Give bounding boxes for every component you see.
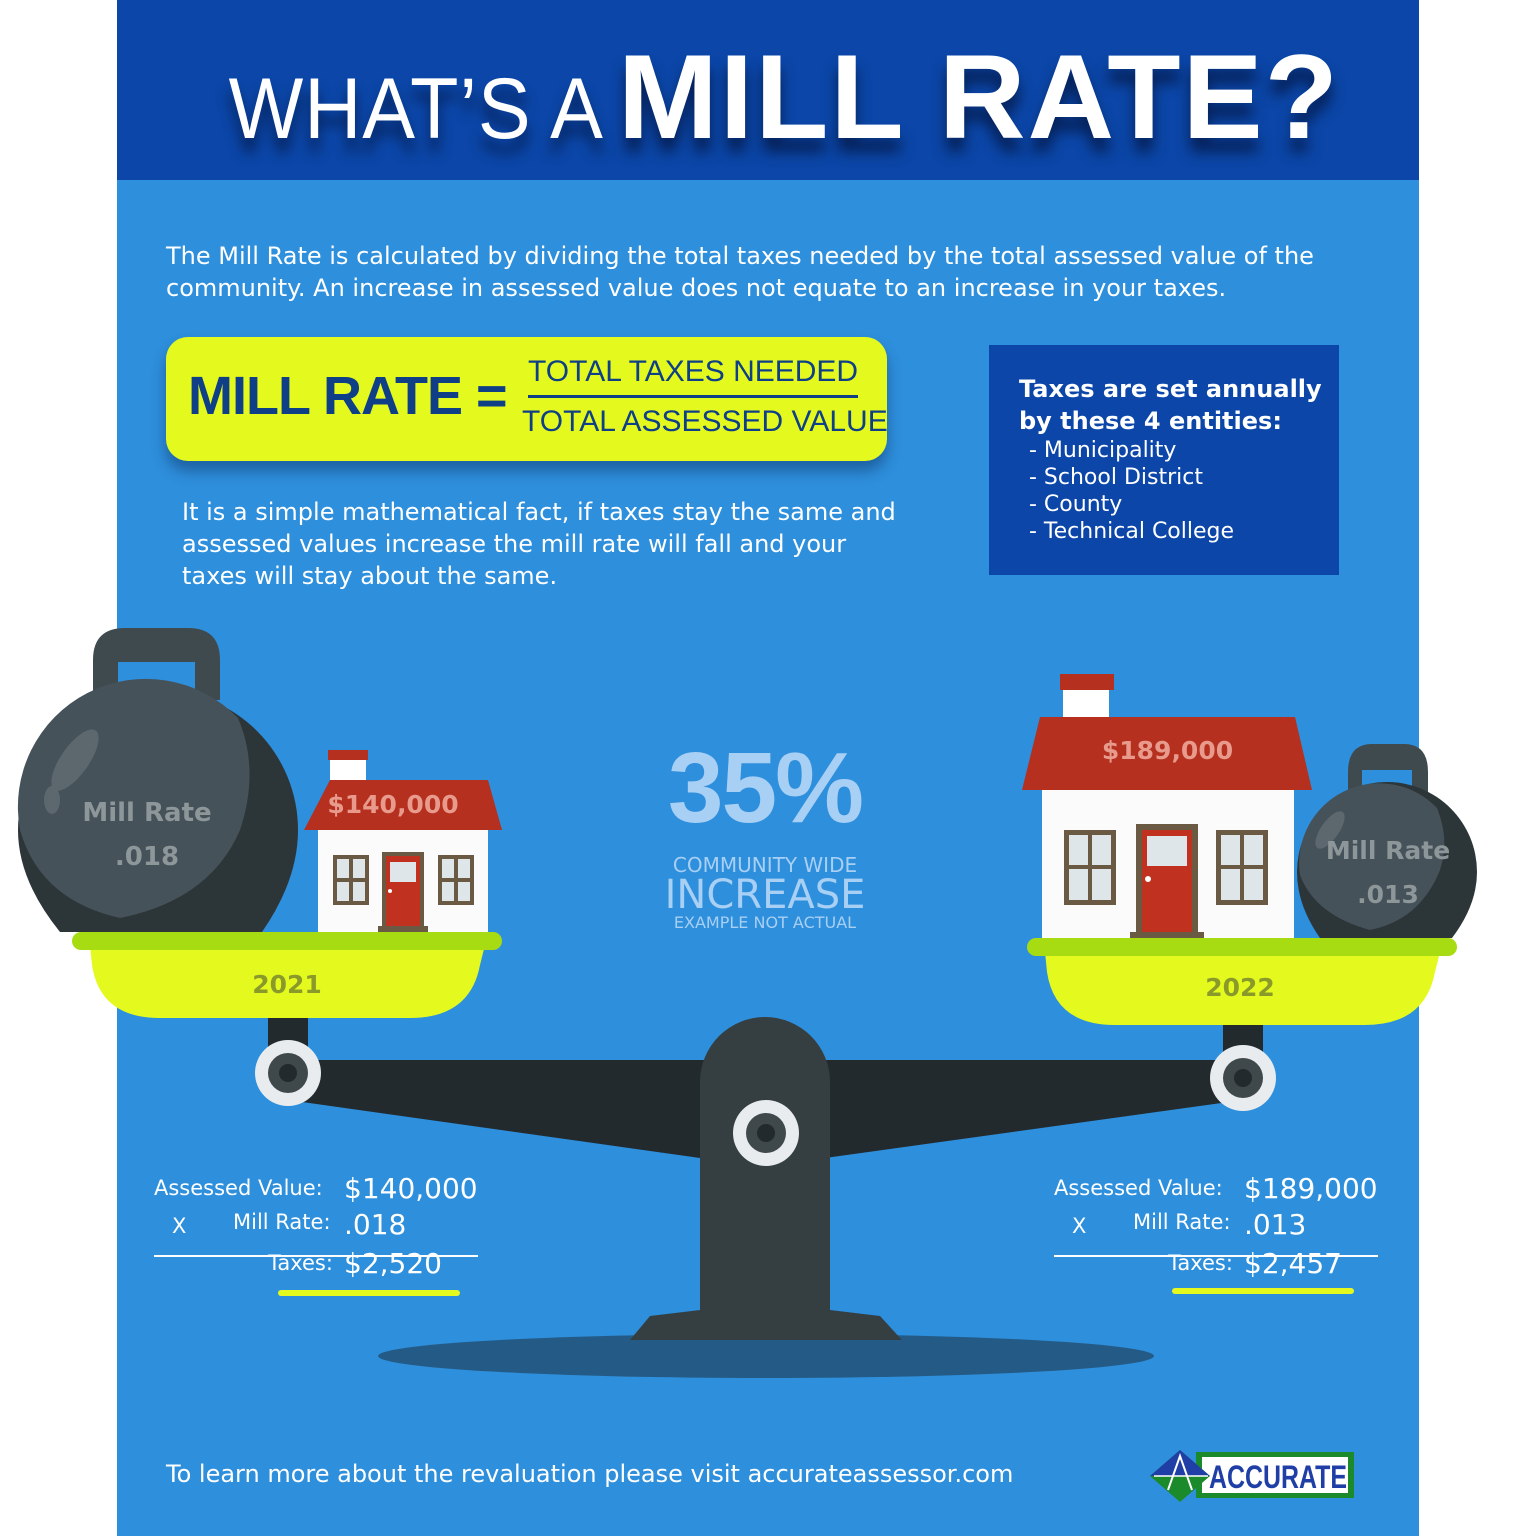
- entity-item: - Municipality: [1029, 438, 1177, 463]
- formula-lhs: MILL RATE =: [188, 366, 508, 426]
- assessed-value: $140,000: [344, 1172, 478, 1205]
- sum-line: [154, 1255, 478, 1257]
- logo-text: ACCURATE: [1209, 1459, 1347, 1495]
- mill-rate-value: .013: [1244, 1208, 1307, 1241]
- mill-rate-value: .018: [344, 1208, 407, 1241]
- assessed-label: Assessed Value:: [154, 1176, 323, 1200]
- right-pan: [1045, 952, 1440, 1025]
- entities-heading: Taxes are set annually by these 4 entiti…: [1019, 375, 1322, 435]
- scale-post: [700, 1017, 830, 1340]
- times-sign: X: [172, 1214, 187, 1238]
- formula-box: MILL RATE = TOTAL TAXES NEEDED TOTAL ASS…: [166, 337, 888, 461]
- formula-numerator: TOTAL TAXES NEEDED: [528, 355, 859, 388]
- left-weight-value: .018: [114, 842, 180, 872]
- assessed-value: $189,000: [1244, 1172, 1378, 1205]
- sum-line: [1054, 1255, 1378, 1257]
- left-pan: [90, 945, 485, 1018]
- fact-paragraph: It is a simple mathematical fact, if tax…: [182, 498, 896, 590]
- header-banner: WHAT’S A MILL RATE?: [117, 0, 1419, 180]
- increase-line2: INCREASE: [664, 872, 866, 918]
- left-house-value: $140,000: [327, 790, 459, 819]
- house-icon: [1022, 674, 1312, 938]
- footer-text[interactable]: To learn more about the revaluation plea…: [166, 1460, 1014, 1488]
- formula-denominator: TOTAL ASSESSED VALUE: [522, 405, 888, 438]
- right-pan-rim: [1027, 938, 1457, 956]
- taxes-value: $2,520: [344, 1247, 442, 1280]
- left-year: 2021: [252, 970, 322, 999]
- pivot-icon: [1210, 1045, 1276, 1111]
- entities-list: - Municipality - School District - Count…: [1029, 437, 1234, 545]
- intro-paragraph: The Mill Rate is calculated by dividing …: [166, 242, 1314, 302]
- increase-line3: EXAMPLE NOT ACTUAL: [673, 913, 857, 932]
- taxes-label: Taxes:: [1168, 1251, 1233, 1275]
- right-weight-value: .013: [1357, 880, 1419, 909]
- entity-item: - County: [1029, 492, 1123, 517]
- right-house-value: $189,000: [1101, 736, 1234, 765]
- scale-shadow: [378, 1334, 1154, 1378]
- times-sign: X: [1072, 1214, 1087, 1238]
- house-icon: [304, 750, 502, 932]
- increase-callout: 35% COMMUNITY WIDE INCREASE EXAMPLE NOT …: [640, 738, 890, 932]
- increase-percent: 35%: [667, 732, 864, 844]
- title-main: MILL RATE?: [617, 30, 1340, 164]
- taxes-highlight: [278, 1290, 460, 1296]
- mill-rate-label: Mill Rate:: [233, 1210, 331, 1234]
- increase-line1: COMMUNITY WIDE: [672, 853, 858, 877]
- entity-item: - Technical College: [1029, 519, 1235, 544]
- mill-rate-label: Mill Rate:: [1133, 1210, 1231, 1234]
- left-weight-label: Mill Rate: [82, 798, 212, 828]
- page-title: WHAT’S A MILL RATE?: [117, 28, 1419, 166]
- scale-base: [630, 1310, 902, 1340]
- accurate-logo[interactable]: ACCURATE: [1150, 1448, 1356, 1504]
- fraction-bar: [528, 395, 858, 398]
- kettlebell-icon: [1297, 744, 1477, 938]
- taxes-label: Taxes:: [268, 1251, 333, 1275]
- title-prefix: WHAT’S A: [228, 61, 604, 157]
- taxes-highlight: [1172, 1288, 1354, 1294]
- left-pan-rim: [72, 932, 502, 950]
- assessed-label: Assessed Value:: [1054, 1176, 1223, 1200]
- entities-box: Taxes are set annually by these 4 entiti…: [989, 345, 1339, 575]
- pivot-icon: [255, 1040, 321, 1106]
- entity-item: - School District: [1029, 465, 1203, 490]
- right-weight-label: Mill Rate: [1325, 836, 1451, 865]
- pivot-icon: [733, 1100, 799, 1166]
- kettlebell-icon: [17, 628, 298, 932]
- right-year: 2022: [1205, 973, 1275, 1002]
- taxes-value: $2,457: [1244, 1247, 1342, 1280]
